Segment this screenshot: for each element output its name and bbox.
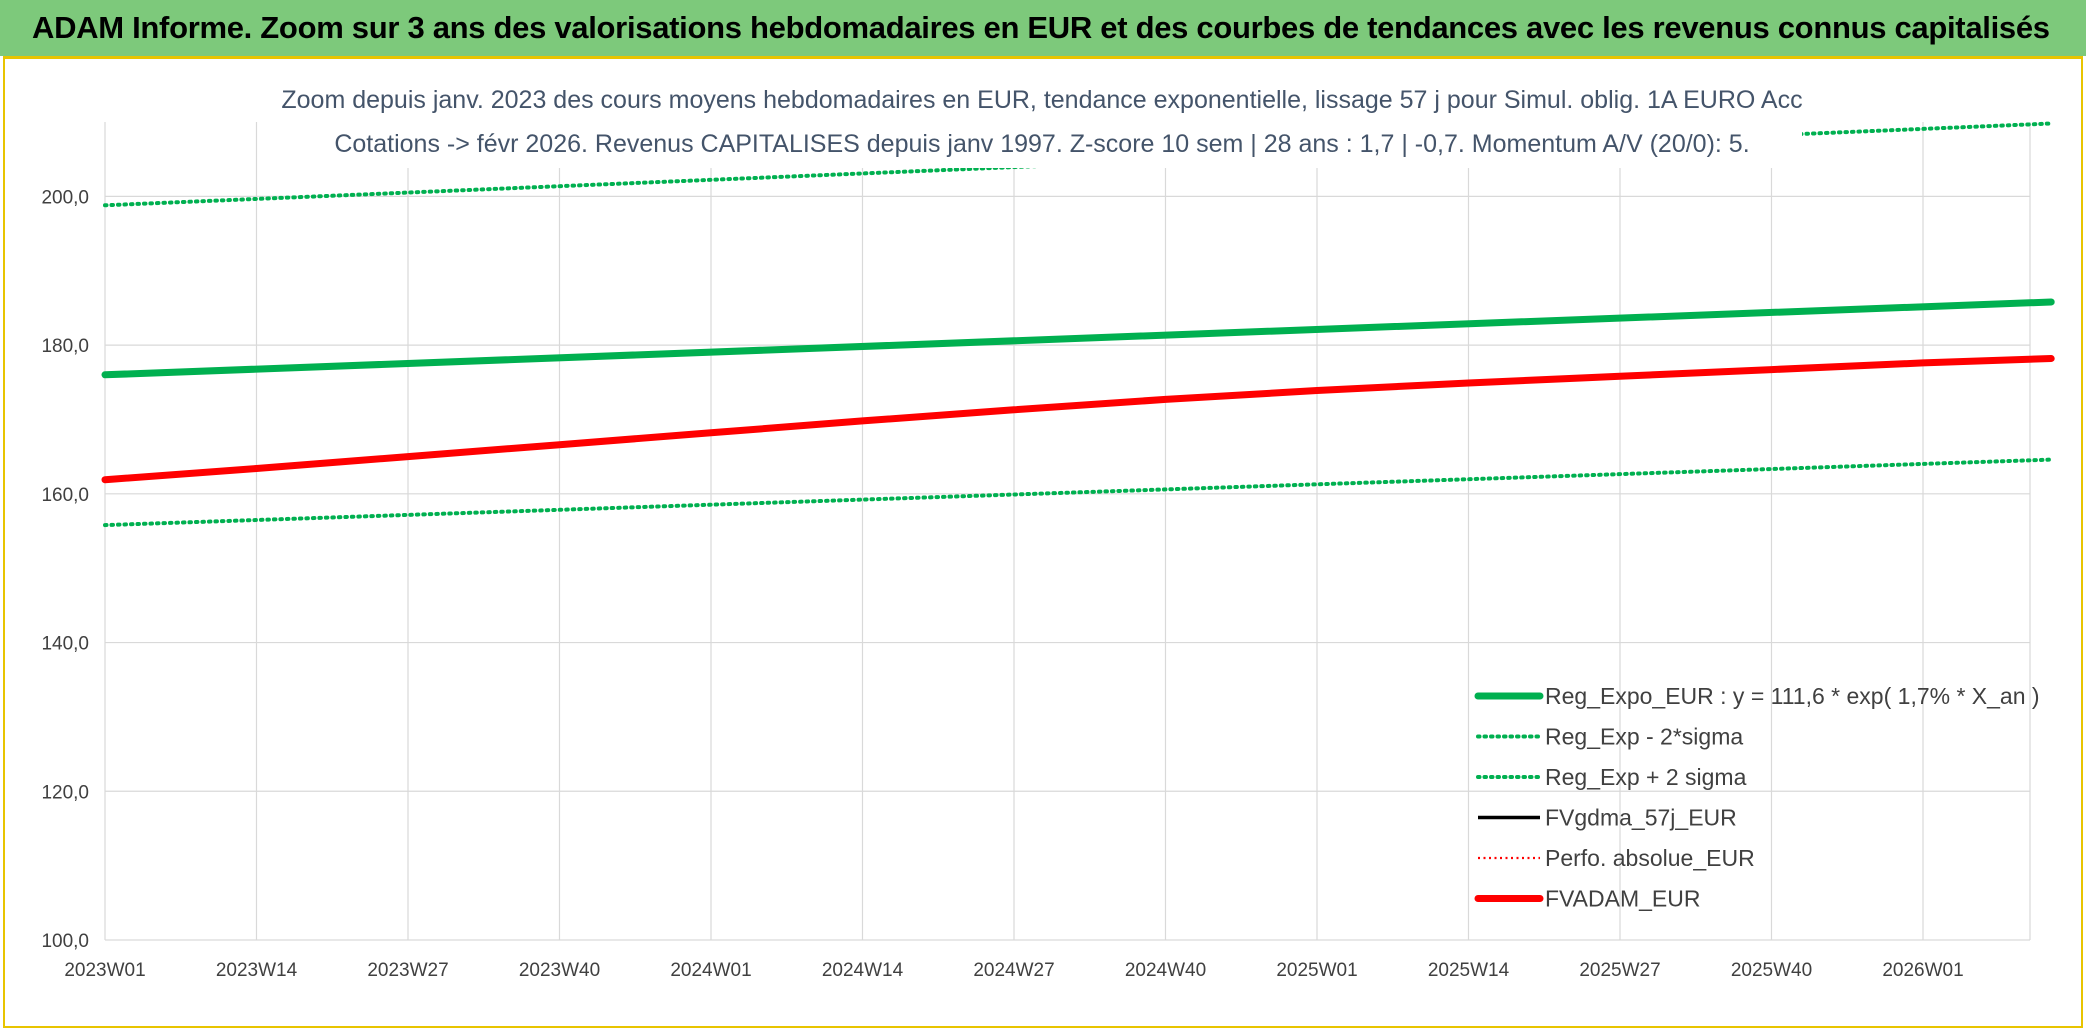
axis-layer: 100,0 120,0 140,0 160,0 180,0 200,0 2023W01 202… xyxy=(41,187,1963,981)
legend: Reg_Expo_EUR : y = 111,6 * exp( 1,7% * X… xyxy=(1474,683,2040,912)
y-tick-label: 120,0 xyxy=(41,782,89,803)
x-tick-label: 2025W01 xyxy=(1276,960,1357,981)
x-tick-label: 2024W14 xyxy=(822,960,904,981)
x-tick-label: 2023W27 xyxy=(367,960,448,981)
x-tick-label: 2023W40 xyxy=(519,960,600,981)
x-tick-label: 2025W27 xyxy=(1579,960,1660,981)
chart-title-line-1: Zoom depuis janv. 2023 des cours moyens … xyxy=(281,86,1802,114)
grid-layer xyxy=(104,122,2031,941)
x-tick-label: 2026W01 xyxy=(1882,960,1963,981)
report-banner: ADAM Informe. Zoom sur 3 ans des valoris… xyxy=(0,0,2086,56)
x-tick-label: 2023W01 xyxy=(64,960,145,981)
legend-label: FVgdma_57j_EUR xyxy=(1545,805,1737,831)
x-tick-label: 2024W01 xyxy=(670,960,751,981)
x-tick-label: 2024W40 xyxy=(1125,960,1206,981)
chart-frame xyxy=(3,56,2083,1028)
x-tick-label: 2025W14 xyxy=(1428,960,1510,981)
chart-title-line-2: Cotations -> févr 2026. Revenus CAPITALI… xyxy=(334,130,1749,158)
y-tick-label: 140,0 xyxy=(41,634,89,655)
y-tick-label: 100,0 xyxy=(41,931,89,952)
legend-label: Reg_Exp - 2*sigma xyxy=(1545,724,1743,750)
y-tick-label: 160,0 xyxy=(41,485,89,506)
title-mask xyxy=(282,78,1802,168)
x-tick-label: 2023W14 xyxy=(216,960,298,981)
legend-label: Reg_Expo_EUR : y = 111,6 * exp( 1,7% * X… xyxy=(1545,683,2040,709)
legend-label: Reg_Exp + 2 sigma xyxy=(1545,764,1747,790)
series-line-reg_expo_eur xyxy=(101,298,2055,379)
y-tick-label: 200,0 xyxy=(41,187,89,208)
x-tick-label: 2024W27 xyxy=(973,960,1054,981)
series-line-reg_exp xyxy=(103,457,2054,528)
series-layer xyxy=(101,121,2055,528)
y-tick-label: 180,0 xyxy=(41,336,89,357)
legend-label: Perfo. absolue_EUR xyxy=(1545,845,1755,871)
x-tick-label: 2025W40 xyxy=(1731,960,1812,981)
report-title: ADAM Informe. Zoom sur 3 ans des valoris… xyxy=(32,10,2050,45)
series-line-fvadam_eur xyxy=(101,355,2055,484)
legend-label: FVADAM_EUR xyxy=(1545,886,1701,912)
